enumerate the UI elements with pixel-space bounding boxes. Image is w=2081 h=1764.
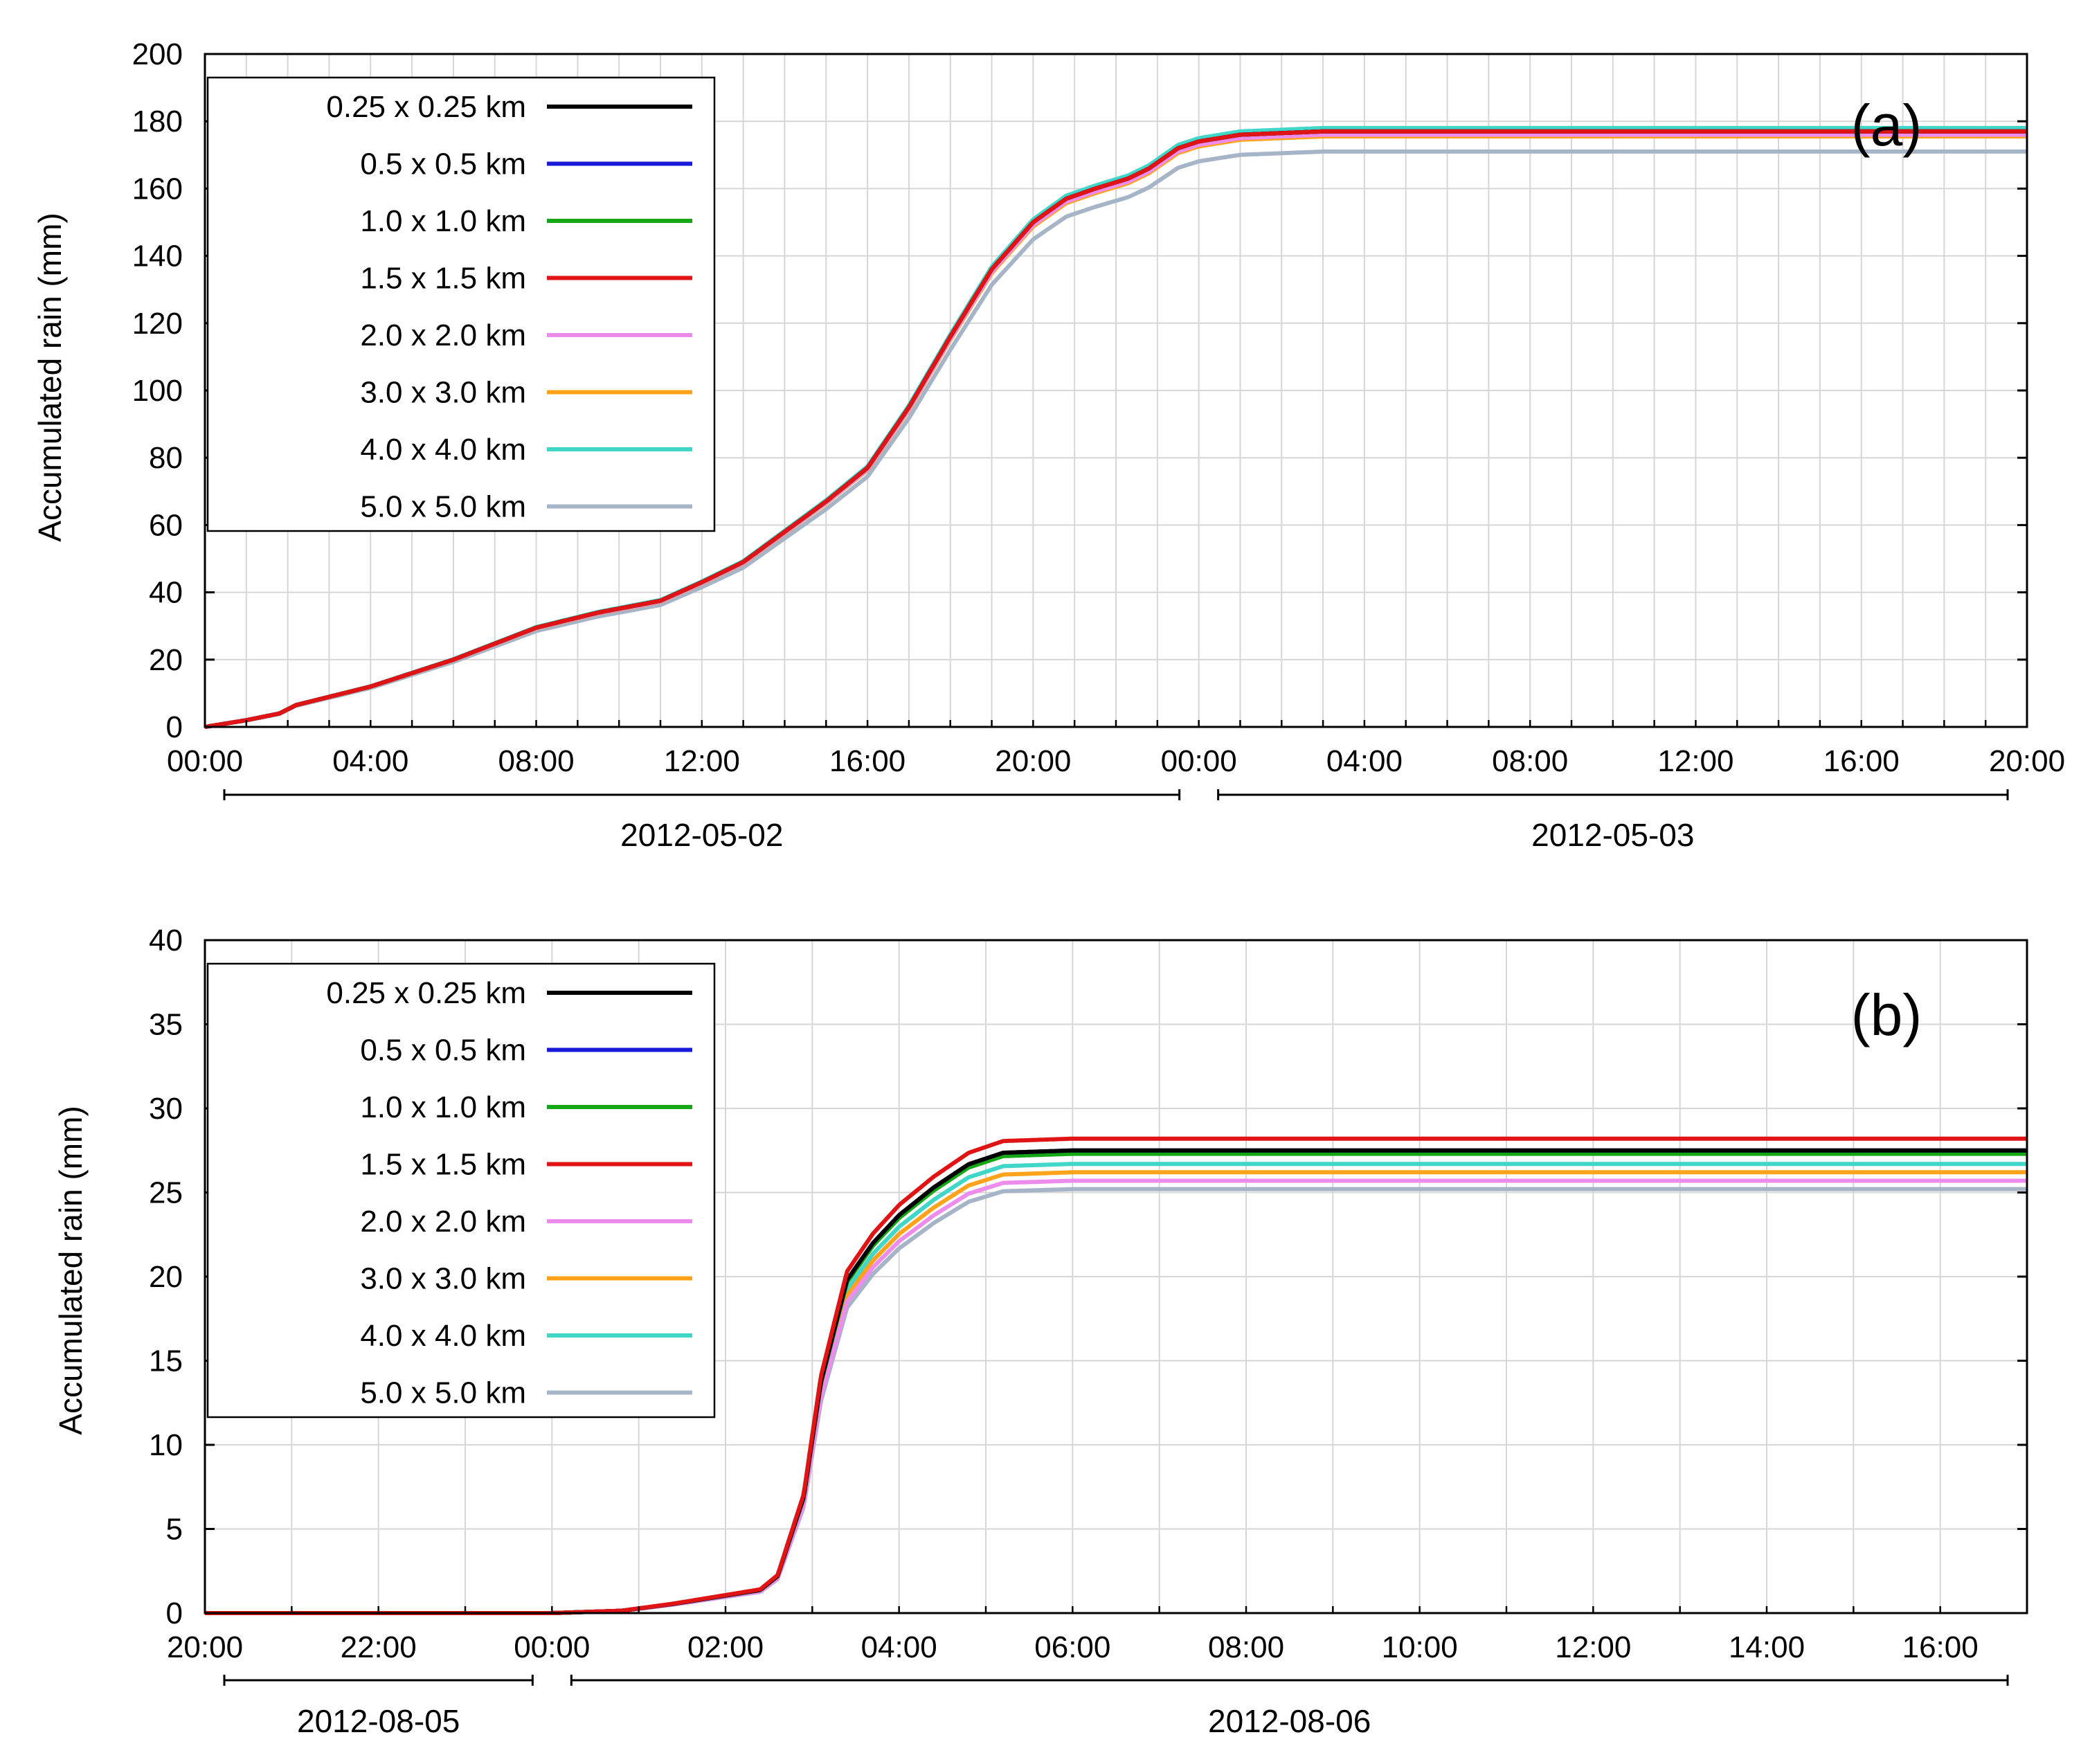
y-tick-label: 0 (166, 1596, 183, 1630)
legend-entry-label: 1.0 x 1.0 km (360, 204, 526, 238)
y-tick-label: 10 (149, 1428, 183, 1462)
y-tick-label: 35 (149, 1008, 183, 1042)
series-line-1-5-x-1-5-km (204, 129, 2028, 729)
y-tick-label: 80 (149, 441, 183, 475)
legend-entry-label: 3.0 x 3.0 km (360, 376, 526, 410)
legend-entry-label: 4.0 x 4.0 km (360, 433, 526, 467)
legend-entry-label: 0.5 x 0.5 km (360, 147, 526, 181)
legend-entry-label: 5.0 x 5.0 km (360, 490, 526, 524)
x-tick-label: 12:00 (1657, 744, 1733, 778)
panel-b-legend: 0.25 x 0.25 km 0.5 x 0.5 km 1.0 x 1.0 km 1.… (206, 962, 716, 1419)
date-span-label: 2012-05-03 (1531, 817, 1694, 853)
x-tick-label: 04:00 (332, 744, 408, 778)
y-tick-label: 200 (132, 37, 183, 71)
x-tick-label: 08:00 (498, 744, 574, 778)
x-tick-label: 20:00 (995, 744, 1071, 778)
date-span-label: 2012-08-05 (297, 1703, 460, 1739)
panel-b-y-axis-title: Accumulated rain (mm) (53, 1106, 89, 1434)
y-tick-label: 40 (149, 576, 183, 610)
y-tick-label: 25 (149, 1176, 183, 1210)
date-span-label: 2012-08-06 (1208, 1703, 1371, 1739)
y-tick-label: 20 (149, 643, 183, 677)
y-tick-label: 30 (149, 1092, 183, 1126)
x-tick-label: 10:00 (1382, 1630, 1458, 1664)
x-tick-label: 08:00 (1492, 744, 1568, 778)
y-tick-label: 5 (166, 1513, 183, 1547)
y-tick-label: 0 (166, 710, 183, 744)
legend-entry-label: 2.0 x 2.0 km (360, 318, 526, 352)
y-tick-label: 180 (132, 105, 183, 138)
date-span-label: 2012-05-02 (620, 817, 783, 853)
x-tick-label: 22:00 (341, 1630, 417, 1664)
legend-entry-label: 1.0 x 1.0 km (360, 1090, 526, 1124)
legend-box (206, 76, 716, 532)
x-tick-label: 04:00 (1326, 744, 1403, 778)
y-tick-label: 15 (149, 1344, 183, 1378)
legend-entry-label: 4.0 x 4.0 km (360, 1319, 526, 1353)
legend-entry-label: 1.5 x 1.5 km (360, 1148, 526, 1182)
panel-a-series-lines (204, 125, 2028, 729)
panel-a-y-axis-title: Accumulated rain (mm) (32, 213, 68, 541)
panel-a-axes: 0 20 40 60 80 100 120 140 160 180 200 00:00 04:00 08:… (132, 37, 2065, 853)
x-tick-label: 20:00 (167, 1630, 243, 1664)
panel-b-label: (b) (1851, 982, 1922, 1047)
panel-a-chart: 0 20 40 60 80 100 120 140 160 180 200 00:00 04:00 08:… (32, 37, 2065, 853)
x-tick-label: 02:00 (687, 1630, 764, 1664)
x-tick-label: 20:00 (1989, 744, 2065, 778)
x-tick-label: 14:00 (1729, 1630, 1805, 1664)
x-tick-label: 06:00 (1034, 1630, 1110, 1664)
x-tick-label: 16:00 (829, 744, 906, 778)
y-tick-label: 20 (149, 1260, 183, 1294)
legend-entry-label: 3.0 x 3.0 km (360, 1262, 526, 1296)
y-tick-label: 160 (132, 172, 183, 206)
y-tick-label: 100 (132, 374, 183, 408)
x-tick-label: 04:00 (861, 1630, 937, 1664)
panel-a-legend: 0.25 x 0.25 km 0.5 x 0.5 km 1.0 x 1.0 km 1.… (206, 76, 716, 532)
series-line-5-0-x-5-0-km (204, 149, 2028, 729)
legend-entry-label: 0.5 x 0.5 km (360, 1034, 526, 1068)
legend-entry-label: 2.0 x 2.0 km (360, 1205, 526, 1239)
y-tick-label: 120 (132, 307, 183, 341)
x-tick-label: 00:00 (1161, 744, 1237, 778)
y-tick-label: 140 (132, 240, 183, 273)
x-tick-label: 12:00 (1555, 1630, 1631, 1664)
x-tick-label: 08:00 (1208, 1630, 1284, 1664)
x-tick-label: 00:00 (167, 744, 243, 778)
x-tick-label: 16:00 (1823, 744, 1900, 778)
y-tick-label: 60 (149, 508, 183, 542)
legend-entry-label: 0.25 x 0.25 km (326, 90, 526, 124)
legend-entry-label: 1.5 x 1.5 km (360, 262, 526, 296)
panel-b-chart: 0 5 10 15 20 25 30 35 40 20:00 22:00 00:00 02:00 04:0… (53, 924, 2028, 1739)
y-tick-label: 40 (149, 924, 183, 957)
panel-b-axes: 0 5 10 15 20 25 30 35 40 20:00 22:00 00:00 02:00 04:0… (149, 924, 2028, 1739)
x-tick-label: 16:00 (1902, 1630, 1979, 1664)
panel-a-label: (a) (1851, 93, 1922, 158)
legend-box (206, 962, 716, 1419)
legend-entry-label: 0.25 x 0.25 km (326, 976, 526, 1010)
x-tick-label: 00:00 (514, 1630, 590, 1664)
legend-entry-label: 5.0 x 5.0 km (360, 1376, 526, 1410)
x-tick-label: 12:00 (664, 744, 740, 778)
